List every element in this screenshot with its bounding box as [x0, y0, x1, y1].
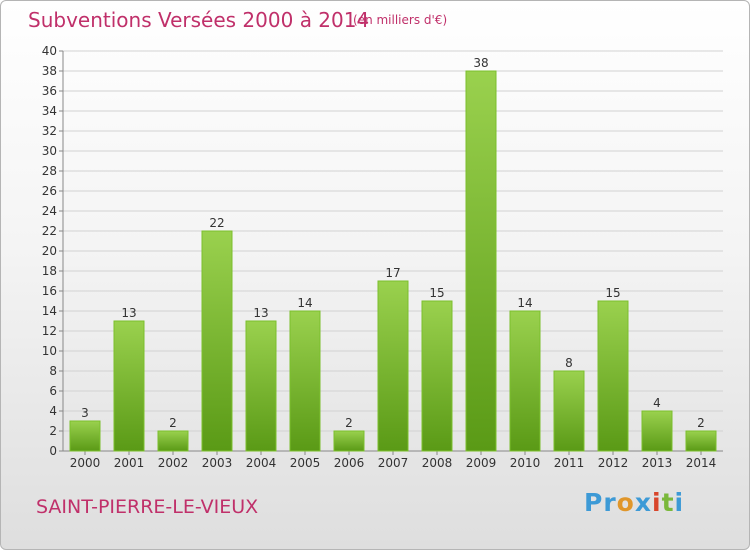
y-tick-label: 20	[42, 244, 57, 258]
bar-value-label: 8	[565, 356, 573, 370]
bar	[113, 320, 145, 452]
logo-part: i	[674, 488, 685, 517]
bar-value-label: 14	[517, 296, 532, 310]
bar	[421, 300, 453, 452]
bars	[69, 70, 717, 452]
y-tick-label: 22	[42, 224, 57, 238]
bar-value-label: 14	[297, 296, 312, 310]
bar-value-label: 2	[345, 416, 353, 430]
bar-value-label: 17	[385, 266, 400, 280]
logo-part: Pr	[584, 488, 617, 517]
chart-subtitle: (en milliers d'€)	[353, 13, 448, 27]
x-tick-label: 2000	[70, 456, 101, 470]
x-tick-label: 2005	[290, 456, 321, 470]
y-tick-label: 14	[42, 304, 57, 318]
bar	[685, 430, 717, 452]
y-tick-label: 38	[42, 64, 57, 78]
y-tick-label: 16	[42, 284, 57, 298]
bar	[509, 310, 541, 452]
chart-title: Subventions Versées 2000 à 2014	[28, 8, 370, 32]
y-tick-label: 28	[42, 164, 57, 178]
x-tick-label: 2011	[554, 456, 585, 470]
bar	[69, 420, 101, 452]
y-tick-label: 2	[49, 424, 57, 438]
y-tick-label: 0	[49, 444, 57, 458]
commune-name: SAINT-PIERRE-LE-VIEUX	[36, 496, 259, 518]
x-tick-label: 2014	[686, 456, 717, 470]
bar	[245, 320, 277, 452]
y-tick-label: 40	[42, 44, 57, 58]
x-tick-label: 2006	[334, 456, 365, 470]
proxiti-logo: Proxiti	[584, 488, 684, 517]
y-tick-label: 34	[42, 104, 57, 118]
bar	[553, 370, 585, 452]
y-tick-label: 18	[42, 264, 57, 278]
x-tick-label: 2001	[114, 456, 145, 470]
bar	[465, 70, 497, 452]
logo-part: t	[661, 488, 675, 517]
y-tick-label: 24	[42, 204, 57, 218]
y-tick-label: 8	[49, 364, 57, 378]
x-tick-label: 2010	[510, 456, 541, 470]
x-tick-label: 2012	[598, 456, 629, 470]
bar-value-label: 13	[253, 306, 268, 320]
bar	[333, 430, 365, 452]
y-tick-label: 10	[42, 344, 57, 358]
logo-part: x	[634, 488, 652, 517]
bar-value-label: 15	[605, 286, 620, 300]
x-tick-label: 2008	[422, 456, 453, 470]
bar	[201, 230, 233, 452]
x-tick-label: 2003	[202, 456, 233, 470]
logo-part: i	[651, 488, 662, 517]
bar-value-label: 4	[653, 396, 661, 410]
bar	[597, 300, 629, 452]
bar-value-label: 2	[169, 416, 177, 430]
bar-value-label: 22	[209, 216, 224, 230]
logo-part: o	[616, 488, 635, 517]
x-tick-label: 2002	[158, 456, 189, 470]
y-tick-label: 6	[49, 384, 57, 398]
bar	[377, 280, 409, 452]
bar	[641, 410, 673, 452]
bar	[289, 310, 321, 452]
x-tick-label: 2013	[642, 456, 673, 470]
y-tick-label: 32	[42, 124, 57, 138]
bar-value-label: 15	[429, 286, 444, 300]
y-tick-label: 4	[49, 404, 57, 418]
x-tick-label: 2007	[378, 456, 409, 470]
x-tick-label: 2009	[466, 456, 497, 470]
y-tick-label: 36	[42, 84, 57, 98]
bar	[157, 430, 189, 452]
y-tick-label: 12	[42, 324, 57, 338]
bar-value-label: 2	[697, 416, 705, 430]
bar-value-label: 13	[121, 306, 136, 320]
x-tick-label: 2004	[246, 456, 277, 470]
bar-value-label: 38	[473, 56, 488, 70]
labels: 0246810121416182022242628303234363840320…	[42, 44, 717, 470]
bar-value-label: 3	[81, 406, 89, 420]
y-tick-label: 26	[42, 184, 57, 198]
y-tick-label: 30	[42, 144, 57, 158]
